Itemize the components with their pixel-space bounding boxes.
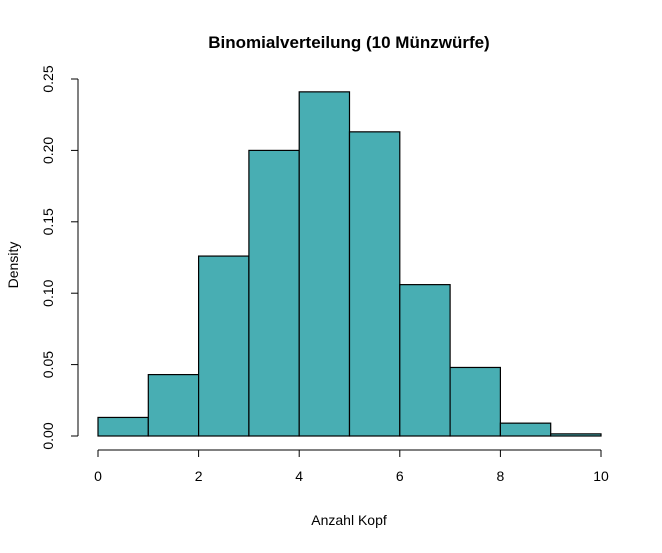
histogram-bar [198, 255, 250, 437]
histogram-bar [499, 422, 552, 437]
histogram-bar [449, 366, 502, 437]
x-axis-label: Anzahl Kopf [311, 512, 387, 528]
x-tick-label: 0 [94, 468, 102, 484]
x-tick-label: 8 [497, 468, 505, 484]
histogram-bar [399, 284, 451, 437]
x-tick-label: 6 [396, 468, 404, 484]
histogram-bar [348, 131, 401, 437]
y-tick-label: 0.10 [40, 279, 56, 306]
y-tick-label: 0.15 [40, 208, 56, 235]
histogram-bar [550, 433, 602, 437]
histogram-bar [298, 91, 351, 437]
histogram-bar [97, 416, 149, 437]
x-tick-label: 10 [593, 468, 609, 484]
x-tick-label: 2 [195, 468, 203, 484]
chart-title: Binomialverteilung (10 Münzwürfe) [208, 33, 489, 52]
x-tick-label: 4 [295, 468, 303, 484]
histogram-bar [147, 373, 200, 437]
y-axis-label: Density [5, 242, 21, 289]
histogram-bar [248, 149, 300, 437]
y-tick-label: 0.20 [40, 137, 56, 164]
y-tick-label: 0.25 [40, 65, 56, 92]
y-tick-label: 0.00 [40, 422, 56, 449]
y-tick-label: 0.05 [40, 351, 56, 378]
